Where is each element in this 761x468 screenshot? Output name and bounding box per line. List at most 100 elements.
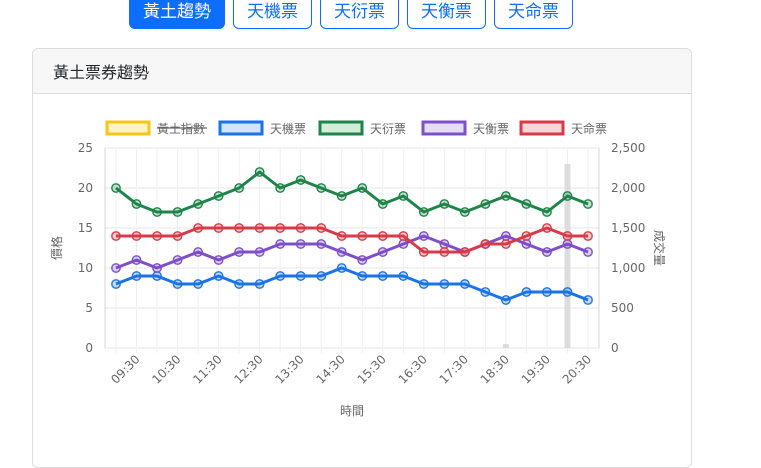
- x-tick-label: 13:30: [272, 352, 306, 386]
- data-point: [172, 255, 183, 265]
- tab-3[interactable]: 天衡票: [407, 0, 486, 29]
- data-point: [254, 247, 265, 257]
- volume-bar: [564, 164, 571, 348]
- data-point: [295, 175, 306, 185]
- data-point: [152, 263, 162, 273]
- data-point: [377, 231, 388, 241]
- series-line-0: [115, 266, 589, 302]
- data-point: [377, 271, 388, 281]
- trend-card: 黃土票券趨勢 0 0 5 500 10 1,000 15 1,500 20 2,000 25 2,50…: [32, 48, 692, 468]
- tab-4[interactable]: 天命票: [494, 0, 573, 29]
- data-point: [131, 255, 142, 265]
- y-tick-label: 25: [78, 141, 93, 155]
- data-point: [418, 207, 429, 217]
- data-point: [213, 191, 224, 201]
- data-point: [398, 231, 409, 241]
- data-point: [254, 167, 265, 177]
- data-point: [459, 207, 470, 217]
- data-point: [501, 239, 511, 249]
- x-tick-label: 12:30: [231, 352, 265, 386]
- y2-axis-title: 成交量: [652, 230, 667, 266]
- data-point: [501, 295, 511, 305]
- data-point: [521, 287, 532, 297]
- data-point: [295, 223, 306, 233]
- x-tick-label: 20:30: [560, 352, 594, 386]
- data-point: [172, 231, 183, 241]
- data-point: [172, 207, 183, 217]
- data-point: [398, 271, 409, 281]
- legend-label-3: 天衡票: [473, 122, 509, 136]
- legend-swatch-3: [421, 120, 467, 136]
- data-point: [459, 247, 470, 257]
- data-point: [111, 279, 121, 289]
- data-point: [521, 239, 532, 249]
- data-point: [377, 199, 388, 209]
- data-point: [152, 271, 162, 281]
- data-point: [398, 191, 409, 201]
- x-tick-label: 15:30: [355, 352, 389, 386]
- y-tick-label: 15: [78, 221, 93, 235]
- legend-label-4: 天命票: [571, 121, 607, 136]
- data-point: [336, 263, 347, 273]
- y2-tick-label: 1,000: [611, 261, 645, 275]
- data-point: [439, 199, 450, 209]
- data-point: [295, 239, 306, 249]
- data-point: [501, 231, 511, 241]
- y2-tick-label: 0: [611, 341, 619, 355]
- x-tick-label: 14:30: [313, 352, 347, 386]
- series-line-1: [115, 170, 589, 214]
- tab-0[interactable]: 黃土趨勢: [129, 0, 225, 29]
- data-point: [254, 223, 265, 233]
- tab-1[interactable]: 天機票: [233, 0, 312, 29]
- data-point: [583, 199, 593, 209]
- data-point: [480, 287, 491, 297]
- data-point: [562, 191, 573, 201]
- data-point: [152, 231, 162, 241]
- data-point: [336, 247, 347, 257]
- data-point: [336, 191, 347, 201]
- x-axis-title: 時間: [340, 404, 364, 418]
- data-point: [521, 199, 532, 209]
- data-point: [193, 199, 203, 209]
- x-tick-label: 10:30: [149, 352, 183, 386]
- data-point: [172, 279, 183, 289]
- data-point: [213, 255, 224, 265]
- data-point: [275, 183, 286, 193]
- data-point: [357, 183, 368, 193]
- data-point: [234, 279, 245, 289]
- data-point: [254, 279, 265, 289]
- data-point: [583, 295, 593, 305]
- data-point: [131, 231, 142, 241]
- data-point: [542, 207, 552, 217]
- data-point: [418, 279, 429, 289]
- legend-label-1: 天機票: [270, 121, 306, 136]
- volume-bar: [502, 344, 509, 348]
- data-point: [131, 271, 142, 281]
- data-point: [152, 207, 162, 217]
- x-tick-label: 11:30: [190, 352, 224, 386]
- tab-2[interactable]: 天衍票: [320, 0, 399, 29]
- x-tick-label: 09:30: [108, 352, 142, 386]
- legend-swatch-4: [519, 120, 565, 136]
- y2-tick-label: 2,500: [611, 141, 645, 155]
- data-point: [377, 247, 388, 257]
- data-point: [583, 231, 593, 241]
- x-tick-label: 18:30: [478, 352, 512, 386]
- y-axis-title: 價格: [49, 236, 64, 260]
- data-point: [583, 247, 593, 257]
- x-tick-label: 17:30: [437, 352, 471, 386]
- data-point: [542, 223, 552, 233]
- x-tick-label: 19:30: [519, 352, 553, 386]
- legend-swatch-0: [105, 120, 151, 136]
- data-point: [193, 223, 203, 233]
- data-point: [542, 287, 552, 297]
- data-point: [234, 223, 245, 233]
- data-point: [418, 231, 429, 241]
- data-point: [234, 247, 245, 257]
- data-point: [357, 271, 368, 281]
- data-point: [213, 271, 224, 281]
- legend-swatch-1: [218, 120, 264, 136]
- data-point: [542, 247, 552, 257]
- data-point: [439, 247, 450, 257]
